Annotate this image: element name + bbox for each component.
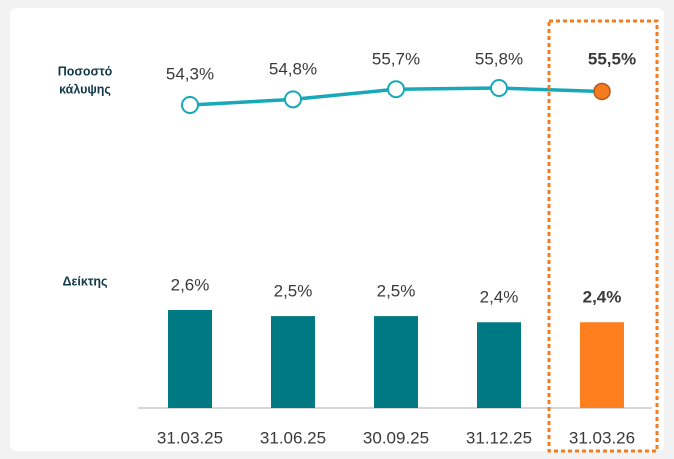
value-label: 54,8% (269, 59, 317, 78)
line-label: κάλυψης (59, 82, 111, 96)
highlight-box (547, 19, 659, 453)
marker (284, 90, 302, 109)
value-label: 2,5% (274, 282, 313, 301)
x-tick-label: 31.06.25 (260, 428, 326, 447)
bar (374, 316, 418, 408)
value-label: 2,6% (171, 275, 210, 294)
x-tick-label: 31.12.25 (466, 428, 532, 447)
value-label: 2,4% (480, 288, 519, 307)
bar-label: Δείκτης (62, 274, 107, 288)
x-tick-label: 31.03.26 (569, 428, 635, 447)
marker (490, 79, 508, 98)
bar (168, 310, 212, 408)
value-label: 55,7% (372, 49, 420, 68)
bar (271, 316, 315, 408)
bar (580, 322, 624, 408)
value-label: 2,5% (377, 282, 416, 301)
marker (387, 80, 405, 99)
bar (477, 322, 521, 408)
value-label: 2,4% (583, 288, 622, 307)
x-tick-label: 31.03.25 (157, 428, 223, 447)
marker (593, 82, 611, 101)
value-label: 55,8% (475, 49, 523, 68)
value-label: 55,5% (588, 49, 636, 68)
x-tick-label: 30.09.25 (363, 428, 429, 447)
marker (181, 96, 199, 115)
line-label: Ποσοστό (58, 64, 113, 78)
value-label: 54,3% (166, 64, 214, 83)
